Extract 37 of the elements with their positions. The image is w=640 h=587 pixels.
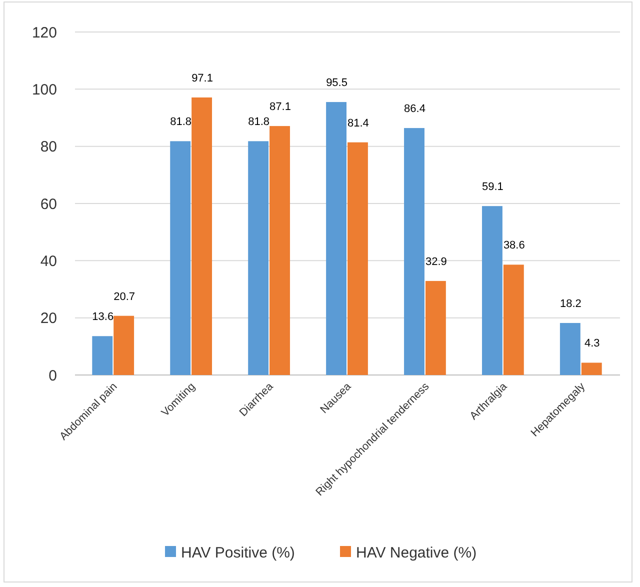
bar bbox=[404, 128, 424, 375]
legend-label: HAV Negative (%) bbox=[356, 544, 477, 562]
y-tick-label: 40 bbox=[40, 252, 57, 270]
bar bbox=[270, 126, 290, 375]
bar bbox=[114, 316, 134, 375]
y-tick-label: 20 bbox=[40, 310, 57, 328]
bar bbox=[248, 141, 269, 375]
data-label: 95.5 bbox=[326, 77, 348, 90]
data-label: 13.6 bbox=[92, 311, 114, 324]
data-label: 81.8 bbox=[248, 116, 270, 128]
bar bbox=[560, 322, 580, 375]
y-tick-label: 80 bbox=[40, 138, 57, 156]
bar bbox=[170, 141, 191, 375]
data-label: 59.1 bbox=[482, 181, 504, 194]
data-label: 32.9 bbox=[425, 256, 447, 268]
data-label: 18.2 bbox=[560, 298, 582, 310]
y-tick-label: 60 bbox=[40, 196, 57, 213]
bar bbox=[192, 97, 212, 375]
data-label: 97.1 bbox=[192, 72, 213, 84]
data-label: 20.7 bbox=[114, 290, 136, 303]
bar bbox=[425, 280, 446, 375]
bar bbox=[503, 264, 524, 375]
data-label: 38.6 bbox=[503, 240, 525, 252]
bar bbox=[348, 142, 368, 375]
data-label: 4.3 bbox=[584, 338, 600, 350]
y-tick-label: 100 bbox=[32, 81, 57, 98]
bar bbox=[326, 102, 346, 375]
y-tick-label: 0 bbox=[48, 367, 57, 384]
bar bbox=[581, 362, 602, 375]
data-label: 81.4 bbox=[348, 117, 369, 130]
data-label: 86.4 bbox=[404, 103, 426, 116]
legend-label: HAV Positive (%) bbox=[181, 544, 295, 562]
data-label: 81.8 bbox=[170, 116, 192, 128]
data-label: 87.1 bbox=[270, 101, 291, 114]
bar bbox=[92, 336, 113, 375]
bar bbox=[482, 206, 502, 375]
y-tick-label: 120 bbox=[32, 24, 57, 42]
